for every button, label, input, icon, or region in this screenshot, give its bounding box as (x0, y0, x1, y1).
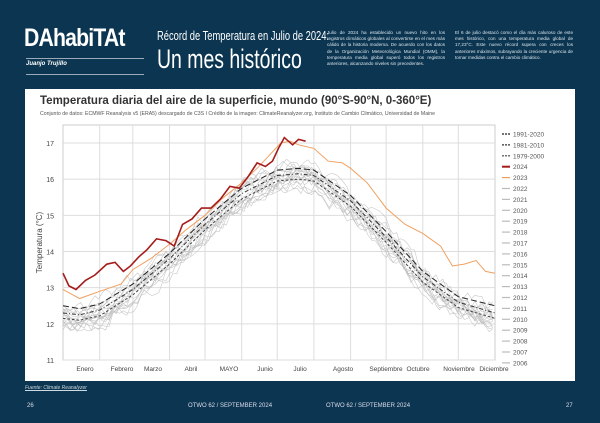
legend-label: 2021 (513, 197, 528, 204)
y-tick-label: 11 (47, 358, 54, 365)
series-line-2022 (62, 166, 493, 319)
legend-label: 1981-2010 (513, 142, 544, 149)
x-tick-label: Octubre (406, 366, 430, 373)
legend-label: 2017 (513, 241, 528, 248)
legend-label: 2015 (513, 262, 528, 269)
legend-label: 2023 (513, 175, 528, 182)
y-axis-label: Temperatura (°C) (35, 211, 44, 273)
legend-label: 2011 (513, 306, 527, 313)
legend-label: 2012 (513, 295, 528, 302)
x-tick-label: Septiembre (369, 366, 403, 373)
series-line-1991-2020 (62, 167, 496, 310)
x-tick-label: Marzo (144, 366, 162, 373)
legend-label: 2009 (513, 328, 528, 335)
kicker: Récord de Temperatura en Julio de 2024: (157, 28, 330, 43)
chart-panel (25, 89, 575, 381)
chart-title: Temperatura diaria del aire de la superf… (40, 95, 432, 107)
legend-label: 1991-2020 (513, 132, 544, 139)
legend-label: 2016 (513, 251, 528, 258)
y-tick-label: 13 (46, 286, 54, 293)
y-tick-label: 17 (46, 141, 54, 148)
x-tick-label: Diciembre (479, 366, 509, 373)
series-line-2014 (62, 171, 493, 332)
x-tick-label: Agosto (333, 366, 354, 373)
divider (26, 74, 144, 75)
legend-label: 2018 (513, 230, 528, 237)
legend-label: 2014 (513, 273, 528, 280)
y-tick-label: 12 (46, 322, 54, 329)
x-tick-label: MAYO (220, 366, 239, 373)
source-link[interactable]: Fuente: Climate Reanalyzer (25, 385, 87, 391)
y-tick-label: 15 (46, 213, 54, 220)
legend-label: 2020 (513, 208, 528, 215)
series-line-2006 (62, 175, 493, 327)
headline: Un mes histórico (157, 44, 302, 74)
series-line-1979-2000 (62, 178, 496, 321)
legend-label: 2013 (513, 284, 528, 291)
legend-label: 2010 (513, 317, 528, 324)
series-line-1981-2010 (62, 173, 496, 316)
x-tick-label: Julio (293, 366, 307, 373)
series-line-2019 (62, 160, 493, 322)
x-tick-label: Junio (257, 366, 273, 373)
intro-column-1: Julio de 2024 ha establecido un nuevo hi… (327, 30, 445, 67)
y-tick-label: 14 (46, 250, 54, 257)
legend-label: 2006 (513, 360, 528, 367)
legend-label: 2007 (513, 350, 528, 357)
page-number-right: 27 (566, 403, 573, 409)
issue-left: OTWO 62 / SEPTEMBER 2024 (188, 403, 273, 409)
legend-label: 1979-2000 (513, 153, 544, 160)
author: Juanjo Trujillo (26, 58, 144, 67)
legend-label: 2024 (513, 164, 528, 171)
intro-column-2: El 6 de julio destacó como el día más ca… (455, 30, 573, 60)
issue-right: OTWO 62 / SEPTEMBER 2024 (326, 403, 411, 409)
legend-label: 2019 (513, 219, 528, 226)
chart-subtitle: Conjunto de datos: ECMWF Reanalysis v5 (… (40, 111, 436, 117)
y-tick-label: 16 (46, 177, 54, 184)
series-line-2013 (62, 183, 493, 329)
series-line-2024 (62, 136, 306, 291)
series-line-2012 (62, 175, 493, 330)
x-tick-label: Abril (184, 366, 198, 373)
plot-area (62, 124, 496, 361)
legend-label: 2022 (513, 186, 528, 193)
x-tick-label: Febrero (111, 366, 134, 373)
legend-label: 2008 (513, 339, 528, 346)
x-tick-label: Noviembre (443, 366, 475, 373)
page-number-left: 26 (27, 403, 34, 409)
x-tick-label: Enero (76, 366, 94, 373)
series-line-2010 (62, 167, 493, 328)
brand-logo: DAhabiTAt (24, 24, 125, 52)
series-line-2009 (62, 177, 493, 331)
series-line-2018 (62, 167, 493, 318)
series-line-2008 (62, 180, 493, 333)
